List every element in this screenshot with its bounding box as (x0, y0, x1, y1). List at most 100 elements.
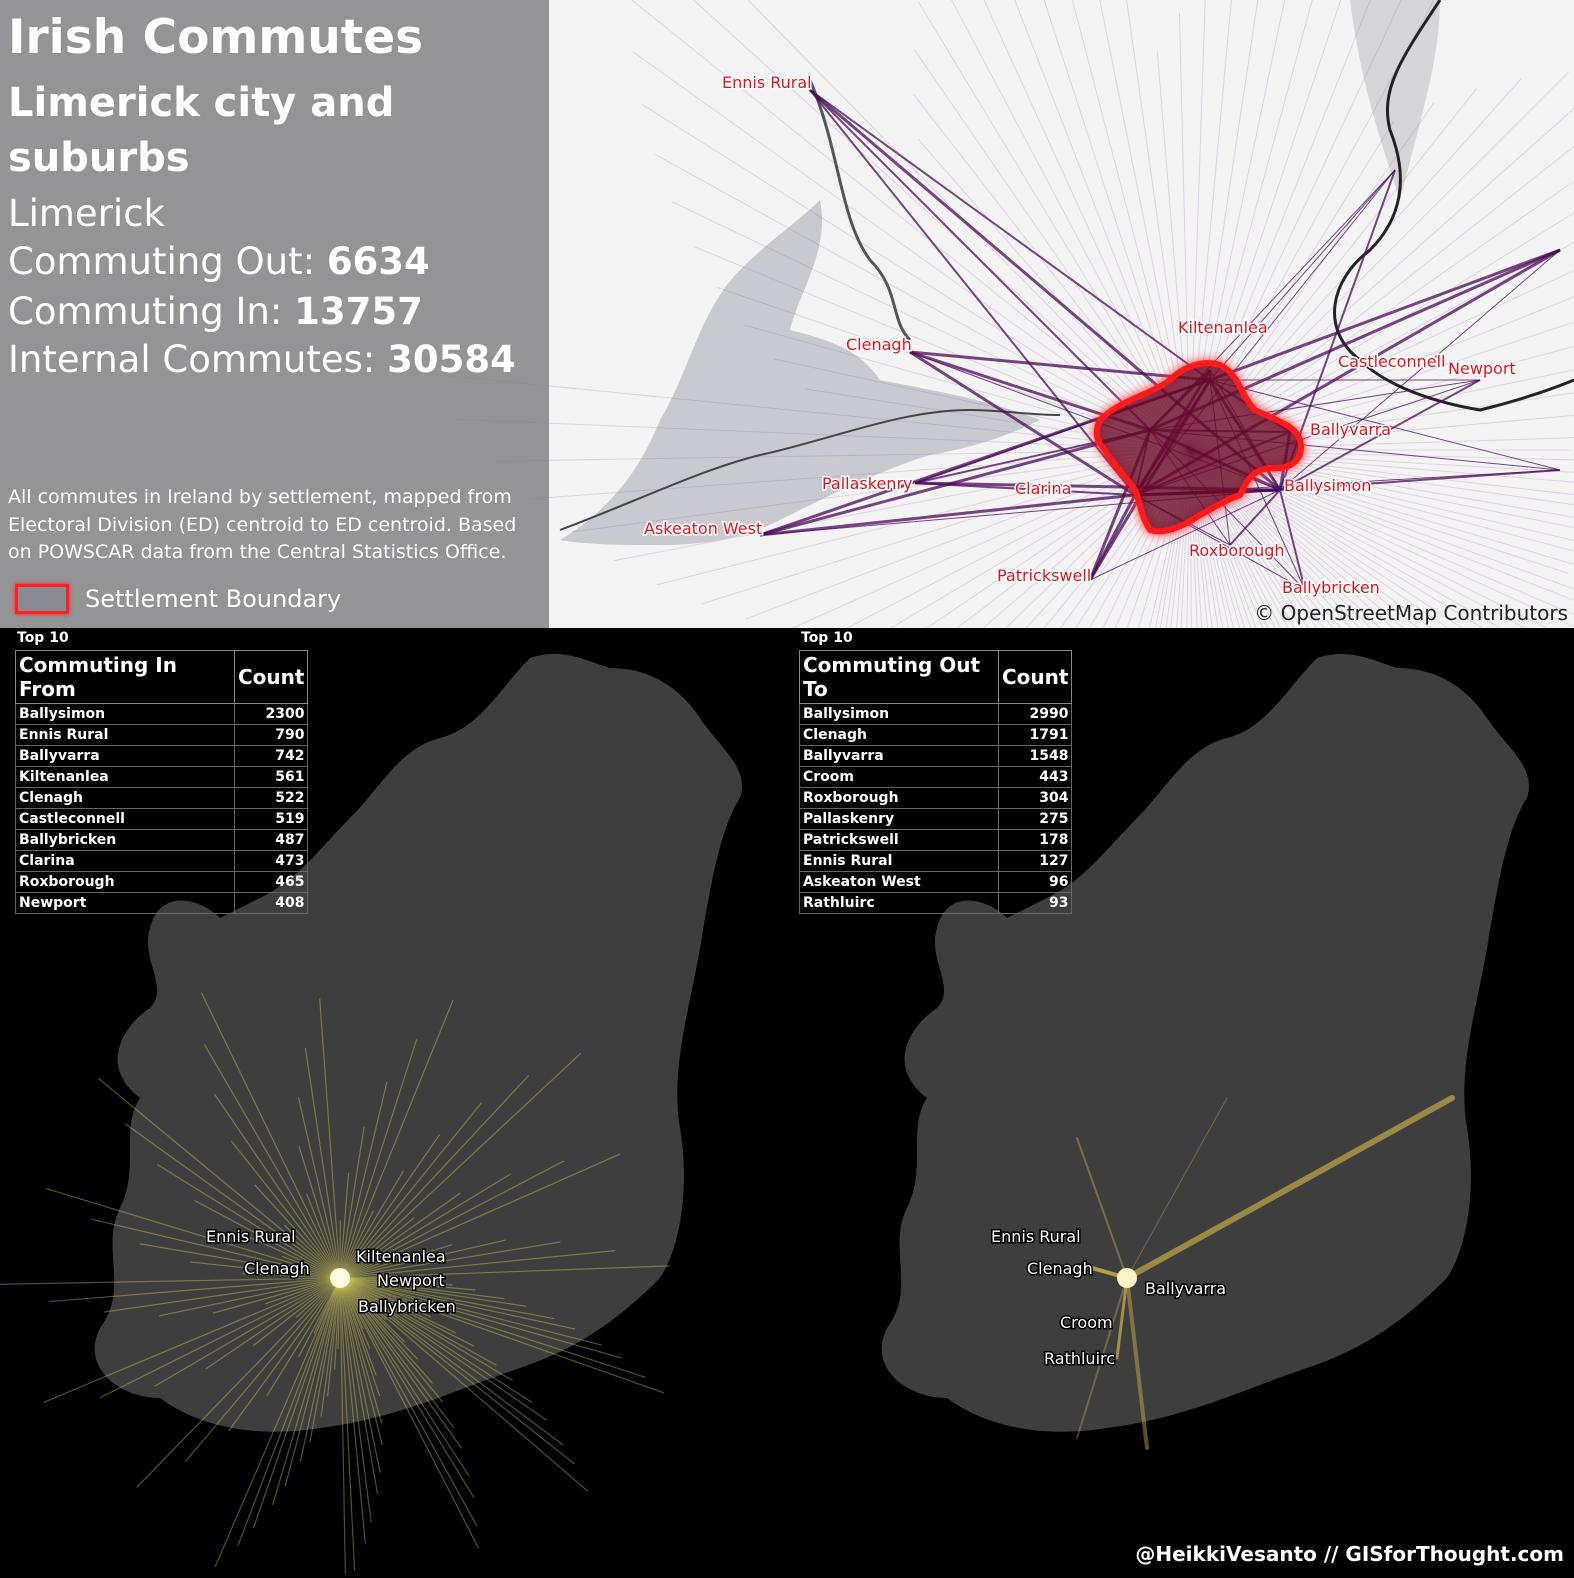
row-count: 465 (235, 872, 308, 893)
row-name: Croom (800, 767, 999, 788)
row-name: Patrickswell (800, 830, 999, 851)
detail-map-panel: Ennis Rural Clenagh Kiltenanlea Castleco… (0, 0, 1574, 628)
map-label: Ennis Rural (722, 73, 812, 92)
attribution: © OpenStreetMap Contributors (1254, 601, 1568, 625)
row-name: Ballyvarra (800, 746, 999, 767)
table-caption: Top 10 (799, 628, 1072, 650)
row-count: 790 (235, 725, 308, 746)
row-count: 304 (999, 788, 1072, 809)
map-label: Castleconnell (1338, 352, 1445, 371)
row-count: 275 (999, 809, 1072, 830)
row-name: Ballybricken (16, 830, 235, 851)
row-count: 1791 (999, 725, 1072, 746)
col-header-count: Count (235, 651, 308, 704)
col-header-out-to: Commuting Out To (800, 651, 999, 704)
map-label: Newport (377, 1271, 445, 1290)
map-label: Clenagh (244, 1259, 310, 1278)
stat-commuting-in: Commuting In: 13757 (8, 290, 423, 334)
map-label: Clenagh (846, 335, 912, 354)
map-label: Ballybricken (1282, 578, 1380, 597)
row-name: Ballysimon (800, 704, 999, 725)
settlement-name: Limerick city and suburbs (8, 76, 448, 186)
row-name: Ennis Rural (800, 851, 999, 872)
map-label: Clenagh (1027, 1259, 1093, 1278)
row-count: 473 (235, 851, 308, 872)
map-label: Ballyvarra (1310, 420, 1391, 439)
map-label: Ballyvarra (1145, 1279, 1226, 1298)
map-label: Kiltenanlea (356, 1247, 446, 1266)
map-label: Askeaton West (644, 519, 762, 538)
map-label: Patrickswell (997, 566, 1091, 585)
row-name: Kiltenanlea (16, 767, 235, 788)
map-label: Kiltenanlea (1178, 318, 1268, 337)
row-count: 1548 (999, 746, 1072, 767)
legend-label: Settlement Boundary (85, 585, 341, 613)
info-box: Irish Commutes Limerick city and suburbs… (0, 0, 549, 628)
row-count: 561 (235, 767, 308, 788)
stat-commuting-out: Commuting Out: 6634 (8, 240, 430, 284)
row-count: 522 (235, 788, 308, 809)
table-caption: Top 10 (15, 628, 308, 650)
settlement-glow (330, 1268, 350, 1288)
map-label: Pallaskenry (822, 474, 913, 493)
stat-internal: Internal Commutes: 30584 (8, 338, 516, 382)
row-name: Clenagh (16, 788, 235, 809)
commuting-in-panel: Ennis Rural Clenagh Kiltenanlea Newport … (0, 628, 787, 1574)
row-count: 519 (235, 809, 308, 830)
row-name: Castleconnell (16, 809, 235, 830)
row-count: 96 (999, 872, 1072, 893)
shannon-estuary (560, 200, 1040, 545)
row-name: Ballysimon (16, 704, 235, 725)
row-name: Newport (16, 893, 235, 914)
settlement-glow (1117, 1268, 1137, 1288)
legend: Settlement Boundary (15, 582, 341, 616)
map-label: Newport (1448, 359, 1516, 378)
map-label: Croom (1060, 1313, 1113, 1332)
row-name: Roxborough (16, 872, 235, 893)
row-count: 178 (999, 830, 1072, 851)
county-name: Limerick (8, 190, 165, 238)
commuting-out-panel: Ennis Rural Clenagh Ballyvarra Croom Rat… (787, 628, 1574, 1574)
row-count: 127 (999, 851, 1072, 872)
description: All commutes in Ireland by settlement, m… (8, 484, 543, 567)
row-count: 443 (999, 767, 1072, 788)
row-name: Rathluirc (800, 893, 999, 914)
map-label: Ennis Rural (206, 1227, 296, 1246)
map-label: Rathluirc (1044, 1349, 1115, 1368)
map-label: Clarina (1015, 479, 1071, 498)
top10-in-table: Top 10 Commuting In From Count Ballysimo… (15, 628, 308, 914)
row-name: Ennis Rural (16, 725, 235, 746)
map-label: Ennis Rural (991, 1227, 1081, 1246)
map-label: Ballybricken (358, 1297, 456, 1316)
row-count: 2990 (999, 704, 1072, 725)
row-name: Ballyvarra (16, 746, 235, 767)
row-count: 487 (235, 830, 308, 851)
footer-credit: @HeikkiVesanto // GISforThought.com (1135, 1542, 1564, 1566)
row-name: Clenagh (800, 725, 999, 746)
row-name: Askeaton West (800, 872, 999, 893)
top10-out-table: Top 10 Commuting Out To Count Ballysimon… (799, 628, 1072, 914)
page-title: Irish Commutes (8, 12, 423, 64)
col-header-count: Count (999, 651, 1072, 704)
map-label: Ballysimon (1284, 476, 1371, 495)
row-name: Roxborough (800, 788, 999, 809)
row-name: Clarina (16, 851, 235, 872)
